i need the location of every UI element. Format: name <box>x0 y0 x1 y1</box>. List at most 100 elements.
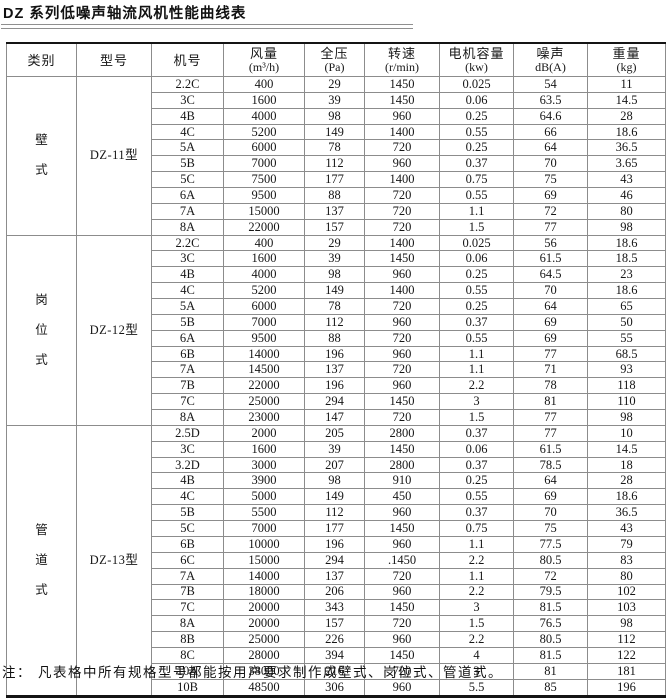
cell-weight: 36.5 <box>587 139 666 157</box>
cell-weight: 10 <box>587 424 666 442</box>
cell-weight: 122 <box>587 646 666 664</box>
category-cell: 壁式 <box>6 76 77 236</box>
cell-pressure: 112 <box>304 504 365 522</box>
table-row: 4C 5200 149 1400 0.55 66 18.6 <box>7 123 666 141</box>
cell-machine-no: 8B <box>151 631 224 648</box>
table-row: 壁式 DZ-11型 2.2C 400 29 1450 0.025 54 11 <box>6 76 666 236</box>
cell-speed: 960 <box>364 504 440 522</box>
cell-speed: 960 <box>364 313 440 331</box>
cell-speed: 1450 <box>364 250 440 268</box>
cell-speed: 2800 <box>364 424 440 442</box>
cell-speed: 960 <box>364 583 440 601</box>
cell-machine-no: 4B <box>151 107 224 125</box>
cell-motor-capacity: 0.37 <box>439 424 514 442</box>
cell-noise: 77 <box>513 345 588 363</box>
cell-weight: 18.6 <box>587 123 666 141</box>
table-row: 7C 25000 294 1450 3 81 110 <box>7 393 666 411</box>
cell-pressure: 343 <box>304 599 365 617</box>
cell-airflow: 6000 <box>223 298 305 315</box>
cell-pressure: 39 <box>304 250 365 268</box>
cell-speed: .1450 <box>364 551 440 569</box>
cell-weight: 102 <box>587 583 666 601</box>
cell-airflow: 14000 <box>223 345 305 363</box>
cell-airflow: 1600 <box>223 91 305 109</box>
cell-motor-capacity: 0.75 <box>439 520 514 537</box>
col-header-category: 类别 <box>6 42 77 77</box>
table-row: 4C 5000 149 450 0.55 69 18.6 <box>7 488 666 506</box>
model-cell: DZ-13型 <box>76 424 152 697</box>
cell-airflow: 14000 <box>223 567 305 585</box>
cell-pressure: 147 <box>304 409 365 426</box>
cell-noise: 64 <box>513 139 588 157</box>
cell-motor-capacity: 0.25 <box>439 139 514 157</box>
cell-noise: 64.5 <box>513 266 588 284</box>
cell-pressure: 98 <box>304 266 365 284</box>
table-row: 管道式 DZ-13型 2.5D 2000 205 2800 0.37 77 10 <box>6 424 666 697</box>
cell-weight: 181 <box>587 662 666 680</box>
cell-weight: 68.5 <box>587 345 666 363</box>
category-label: 壁式 <box>8 134 76 177</box>
table-row: 6A 9500 88 720 0.55 69 46 <box>7 187 666 204</box>
cell-noise: 81 <box>513 662 588 680</box>
cell-weight: 14.5 <box>587 91 666 109</box>
cell-airflow: 9500 <box>223 329 305 347</box>
col-header-motor-capacity: 电机容量 (kw) <box>439 42 514 77</box>
cell-speed: 960 <box>364 535 440 553</box>
cell-airflow: 48500 <box>223 678 305 697</box>
cell-machine-no: 4C <box>151 282 224 300</box>
cell-motor-capacity: 0.55 <box>439 187 514 204</box>
cell-airflow: 1600 <box>223 250 305 268</box>
cell-motor-capacity: 0.25 <box>439 266 514 284</box>
cell-airflow: 3000 <box>223 456 305 474</box>
cell-airflow: 9500 <box>223 187 305 204</box>
cell-weight: 18.6 <box>587 488 666 506</box>
cell-pressure: 157 <box>304 615 365 633</box>
category-char: 式 <box>35 582 48 597</box>
cell-noise: 72 <box>513 567 588 585</box>
cell-noise: 69 <box>513 187 588 204</box>
cell-speed: 720 <box>364 567 440 585</box>
table-row: 5B 7000 112 960 0.37 69 50 <box>7 313 666 331</box>
cell-airflow: 15000 <box>223 202 305 220</box>
cell-machine-no: 7C <box>151 599 224 617</box>
performance-table: 类别 型号 机号 风量 (m³/h) 全压 (Pa) 转速 (r/min) 电机… <box>6 42 666 698</box>
cell-pressure: 39 <box>304 91 365 109</box>
cell-pressure: 294 <box>304 393 365 411</box>
category-char: 管 <box>35 522 48 537</box>
cell-machine-no: 8A <box>151 615 224 633</box>
cell-motor-capacity: 0.55 <box>439 282 514 300</box>
cell-weight: 3.65 <box>587 155 666 173</box>
cell-pressure: 157 <box>304 218 365 236</box>
cell-pressure: 149 <box>304 123 365 141</box>
cell-speed: 720 <box>364 218 440 236</box>
cell-machine-no: 2.5D <box>151 424 224 442</box>
cell-motor-capacity: 2.2 <box>439 631 514 648</box>
cell-motor-capacity: 0.37 <box>439 313 514 331</box>
cell-pressure: 78 <box>304 298 365 315</box>
cell-pressure: 78 <box>304 139 365 157</box>
cell-motor-capacity: 1.5 <box>439 409 514 426</box>
cell-airflow: 7000 <box>223 313 305 331</box>
cell-speed: 960 <box>364 266 440 284</box>
cell-pressure: 196 <box>304 377 365 395</box>
cell-pressure: 177 <box>304 520 365 537</box>
table-row: 8A 20000 157 720 1.5 76.5 98 <box>7 615 666 633</box>
cell-pressure: 112 <box>304 155 365 173</box>
cell-motor-capacity: 0.37 <box>439 456 514 474</box>
cell-weight: 28 <box>587 107 666 125</box>
cell-noise: 69 <box>513 488 588 506</box>
table-row: 4B 4000 98 960 0.25 64.5 23 <box>7 266 666 284</box>
cell-speed: 960 <box>364 631 440 648</box>
cell-speed: 960 <box>364 155 440 173</box>
cell-noise: 70 <box>513 504 588 522</box>
cell-speed: 1450 <box>364 76 440 93</box>
cell-airflow: 10000 <box>223 535 305 553</box>
cell-noise: 61.5 <box>513 440 588 458</box>
model-cell: DZ-12型 <box>76 234 152 426</box>
title-underline <box>1 24 413 29</box>
cell-speed: 720 <box>364 139 440 157</box>
cell-machine-no: 4B <box>151 472 224 490</box>
cell-speed: 1450 <box>364 520 440 537</box>
cell-speed: 720 <box>364 361 440 379</box>
cell-airflow: 7000 <box>223 520 305 537</box>
